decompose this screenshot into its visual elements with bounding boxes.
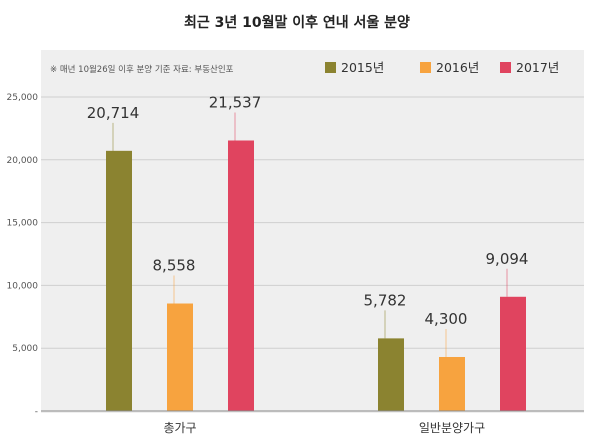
bar-value-label: 21,537 <box>209 93 262 111</box>
bar-value-label: 8,558 <box>153 257 196 275</box>
x-category-label: 일반분양가구 <box>419 421 485 435</box>
x-category-label: 총가구 <box>163 421 196 435</box>
bar <box>228 140 254 411</box>
chart-title: 최근 3년 10월말 이후 연내 서울 분양 <box>184 15 410 31</box>
bar <box>106 150 132 411</box>
bar-value-label: 20,714 <box>87 104 140 122</box>
y-tick-label: - <box>35 407 38 417</box>
chart-note: ※ 매년 10월26일 이후 분양 기준 자료: 부동산인포 <box>50 64 234 75</box>
legend-label: 2015년 <box>341 60 384 75</box>
y-tick-label: 15,000 <box>7 219 39 229</box>
bar <box>167 303 193 411</box>
y-tick-label: 20,000 <box>7 156 39 166</box>
legend-label: 2017년 <box>516 60 559 75</box>
y-tick-label: 25,000 <box>7 93 39 103</box>
legend-label: 2016년 <box>436 60 479 75</box>
bar <box>500 296 526 411</box>
bar <box>439 356 465 411</box>
category-labels: 총가구 일반분양가구 <box>163 421 485 435</box>
bars: 20,714 8,558 21,537 5,782 4,300 9,094 <box>87 93 529 411</box>
legend: 2015년 2016년 2017년 <box>325 60 559 75</box>
bar-value-label: 9,094 <box>486 250 529 268</box>
y-tick-label: 10,000 <box>7 281 39 291</box>
legend-swatch <box>420 62 431 73</box>
legend-swatch <box>325 62 336 73</box>
bar-value-label: 4,300 <box>425 310 468 328</box>
bar <box>378 338 404 411</box>
legend-swatch <box>500 62 511 73</box>
y-axis-ticks: - 5,000 10,000 15,000 20,000 25,000 <box>7 93 39 417</box>
bar-value-label: 5,782 <box>364 291 407 309</box>
y-tick-label: 5,000 <box>12 344 38 354</box>
